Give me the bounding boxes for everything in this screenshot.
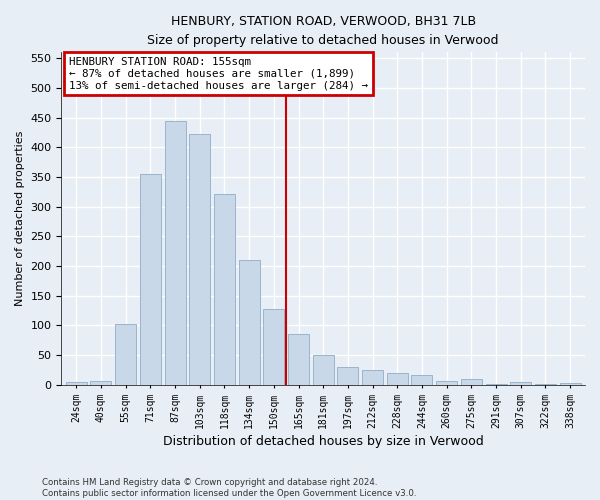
Y-axis label: Number of detached properties: Number of detached properties (15, 131, 25, 306)
Bar (288, 334, 309, 384)
Bar (362, 370, 383, 384)
Title: HENBURY, STATION ROAD, VERWOOD, BH31 7LB
Size of property relative to detached h: HENBURY, STATION ROAD, VERWOOD, BH31 7LB… (148, 15, 499, 47)
Bar (436, 380, 457, 384)
Bar (239, 260, 260, 384)
X-axis label: Distribution of detached houses by size in Verwood: Distribution of detached houses by size … (163, 434, 484, 448)
Bar (91, 381, 112, 384)
Bar (263, 308, 284, 384)
Bar (313, 355, 334, 384)
Bar (337, 368, 358, 384)
Text: HENBURY STATION ROAD: 155sqm
← 87% of detached houses are smaller (1,899)
13% of: HENBURY STATION ROAD: 155sqm ← 87% of de… (69, 58, 368, 90)
Bar (461, 378, 482, 384)
Bar (560, 383, 581, 384)
Bar (189, 134, 210, 384)
Bar (214, 194, 235, 384)
Bar (140, 174, 161, 384)
Bar (510, 382, 531, 384)
Bar (115, 324, 136, 384)
Bar (387, 373, 408, 384)
Bar (164, 120, 185, 384)
Bar (412, 375, 433, 384)
Bar (66, 382, 87, 384)
Text: Contains HM Land Registry data © Crown copyright and database right 2024.
Contai: Contains HM Land Registry data © Crown c… (42, 478, 416, 498)
